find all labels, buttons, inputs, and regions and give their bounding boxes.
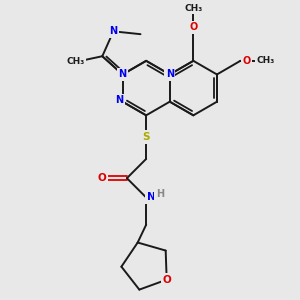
Text: N: N xyxy=(147,192,155,203)
Text: N: N xyxy=(118,70,127,80)
Text: S: S xyxy=(142,132,150,142)
Text: O: O xyxy=(242,56,251,66)
Text: O: O xyxy=(162,275,171,285)
Text: N: N xyxy=(109,26,118,36)
Text: O: O xyxy=(189,22,197,32)
Text: CH₃: CH₃ xyxy=(184,4,202,13)
Text: O: O xyxy=(98,173,107,183)
Text: CH₃: CH₃ xyxy=(256,56,275,65)
Text: CH₃: CH₃ xyxy=(67,57,85,66)
Text: N: N xyxy=(166,70,174,80)
Text: H: H xyxy=(156,189,164,199)
Text: N: N xyxy=(115,95,123,106)
